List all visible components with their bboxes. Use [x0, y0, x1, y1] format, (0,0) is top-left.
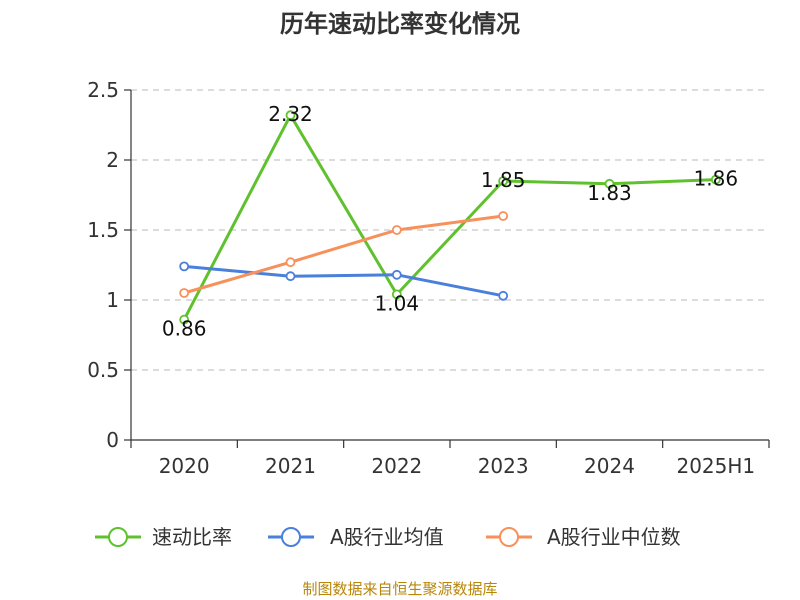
legend-item-2[interactable]: A股行业中位数: [486, 525, 681, 549]
data-label: 1.83: [587, 181, 632, 205]
x-tick-label: 2020: [159, 454, 210, 478]
series-point-2: [498, 211, 509, 221]
data-labels: 0.86 2.32 1.04 1.85 1.83 1.86: [162, 102, 738, 340]
chart-title: 历年速动比率变化情况: [280, 10, 520, 38]
y-tick-label: 2.5: [87, 78, 119, 102]
series-point-0: [391, 289, 402, 300]
series-point-1: [179, 261, 190, 272]
data-label: 1.85: [481, 168, 526, 192]
x-tick-label: 2022: [371, 454, 422, 478]
series-point-2: [391, 225, 402, 235]
y-tick-label: 2: [106, 148, 119, 172]
series-point-1: [285, 271, 296, 282]
legend-item-1[interactable]: A股行业均值: [268, 525, 444, 549]
y-tick-label: 0: [106, 428, 119, 452]
data-label: 1.04: [375, 291, 420, 315]
legend-label: A股行业均值: [330, 525, 444, 549]
series-point-0: [604, 178, 615, 189]
legend-item-0[interactable]: 速动比率: [95, 525, 232, 549]
series-point-2: [179, 288, 190, 298]
data-label: 2.32: [268, 102, 313, 126]
series-point-2: [285, 257, 296, 268]
data-label: 1.86: [694, 167, 739, 191]
series-point-0: [179, 314, 190, 325]
x-tick-label: 2025H1: [676, 454, 755, 478]
y-tick-label: 0.5: [87, 358, 119, 382]
legend-swatch-marker: [499, 527, 519, 547]
x-tick-label: 2023: [478, 454, 529, 478]
y-tick-label: 1: [106, 288, 119, 312]
legend-swatch-marker: [281, 527, 301, 547]
legend-label: A股行业中位数: [547, 525, 681, 549]
legend-swatch-marker: [108, 527, 128, 547]
series-point-1: [498, 290, 509, 301]
series-point-0: [710, 174, 721, 185]
series-line-0: [182, 113, 716, 321]
legend-label: 速动比率: [152, 525, 232, 549]
source-note: 制图数据来自恒生聚源数据库: [302, 580, 497, 598]
x-tick-label: 2021: [265, 454, 316, 478]
series-line-1: [184, 264, 504, 298]
series-point-0: [498, 176, 509, 186]
series-point-1: [391, 269, 402, 280]
series-line-2: [183, 214, 504, 295]
legend[interactable]: 速动比率 A股行业均值 A股行业中位数: [95, 525, 681, 549]
y-tick-label: 1.5: [87, 218, 119, 242]
grid-lines: [131, 89, 769, 371]
series-group: [179, 110, 721, 325]
x-tick-label: 2024: [584, 454, 635, 478]
data-label: 0.86: [162, 317, 207, 341]
axes: 0 0.5 1 1.5 2 2.5 2020 2021 2022 2023 2024 2025H1: [87, 78, 770, 478]
series-point-0: [285, 110, 296, 121]
